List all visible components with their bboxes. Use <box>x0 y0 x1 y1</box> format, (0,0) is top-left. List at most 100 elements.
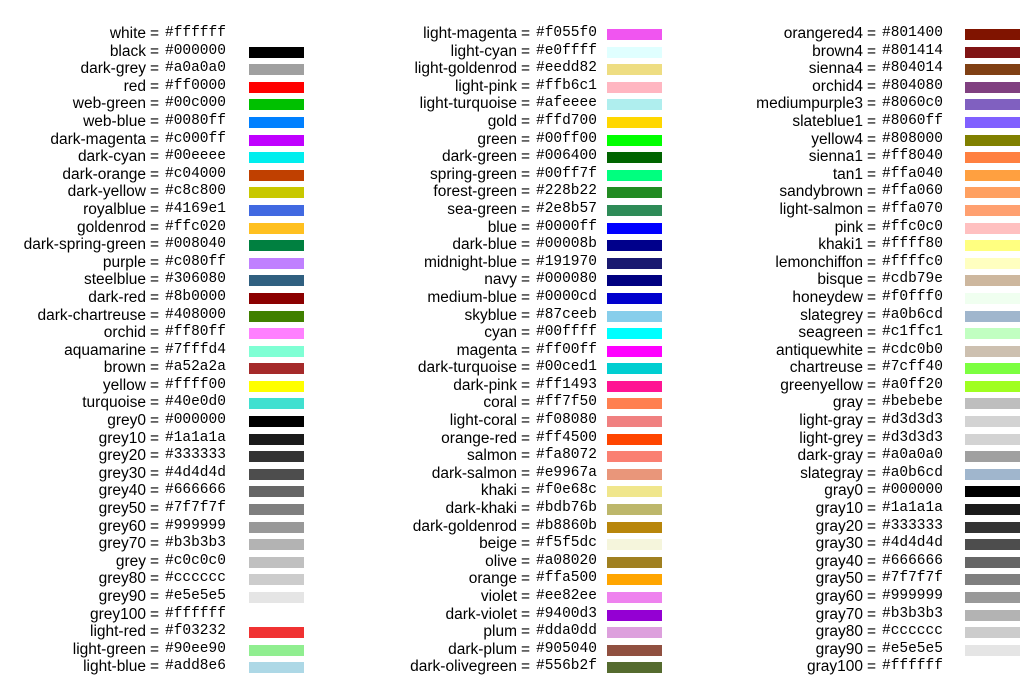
equals-sign: = <box>867 130 877 148</box>
equals-sign: = <box>521 130 531 148</box>
color-hex-value: #00ff00 <box>536 130 597 147</box>
color-name: gray40 <box>815 552 863 570</box>
color-name: dark-plum <box>448 640 517 658</box>
color-name: gray50 <box>815 570 863 588</box>
color-name: grey50 <box>98 500 146 518</box>
color-swatch <box>249 99 304 111</box>
color-name: light-blue <box>83 658 146 676</box>
color-hex-value: #ff80ff <box>165 324 226 341</box>
color-hex-value: #c1ffc1 <box>882 324 943 341</box>
color-swatch <box>965 310 1020 322</box>
color-hex-value: #87ceeb <box>536 306 597 323</box>
color-swatch <box>607 134 662 146</box>
color-hex-value: #ffd700 <box>536 112 597 129</box>
color-swatch <box>249 310 304 322</box>
color-hex-value: #f08080 <box>536 412 597 429</box>
color-hex-value: #666666 <box>165 482 226 499</box>
color-hex-value: #ffffff <box>165 605 226 622</box>
color-swatch <box>607 609 662 621</box>
color-hex-value: #cdc0b0 <box>882 341 943 358</box>
equals-sign: = <box>150 112 160 130</box>
color-swatch <box>607 627 662 639</box>
color-swatch <box>249 292 304 304</box>
equals-sign: = <box>150 570 160 588</box>
color-swatch <box>607 204 662 216</box>
color-name: sienna4 <box>808 60 863 78</box>
color-swatch <box>249 134 304 146</box>
equals-sign: = <box>150 376 160 394</box>
color-swatch <box>607 29 662 40</box>
color-hex-value: #8060c0 <box>882 95 943 112</box>
color-name: bisque <box>817 271 863 289</box>
color-swatch <box>607 292 662 304</box>
color-hex-value: #ffff80 <box>882 236 943 253</box>
color-swatch <box>965 64 1020 76</box>
color-name: orange-red <box>441 429 517 447</box>
color-name: dark-green <box>442 148 517 166</box>
color-swatch <box>965 345 1020 357</box>
color-name: dark-goldenrod <box>412 517 517 535</box>
color-name: grey40 <box>98 482 146 500</box>
color-name: sea-green <box>447 200 517 218</box>
color-name: dark-orange <box>62 165 146 183</box>
color-hex-value: #a08020 <box>536 552 597 569</box>
color-name: seagreen <box>798 324 863 342</box>
color-swatch <box>249 398 304 410</box>
color-hex-value: #9400d3 <box>536 605 597 622</box>
equals-sign: = <box>521 236 531 254</box>
equals-sign: = <box>521 165 531 183</box>
color-hex-value: #ffa040 <box>882 165 943 182</box>
equals-sign: = <box>150 324 160 342</box>
color-name: orchid4 <box>812 77 863 95</box>
color-swatch <box>249 152 304 164</box>
equals-sign: = <box>521 112 531 130</box>
color-swatch <box>249 380 304 392</box>
color-hex-value: #7f7f7f <box>882 570 943 587</box>
color-swatch <box>249 451 304 463</box>
equals-sign: = <box>867 464 877 482</box>
equals-sign: = <box>150 447 160 465</box>
color-hex-value: #00ffff <box>536 324 597 341</box>
color-name: gray30 <box>815 535 863 553</box>
equals-sign: = <box>867 165 877 183</box>
color-name: dark-spring-green <box>23 236 146 254</box>
equals-sign: = <box>867 570 877 588</box>
color-swatch <box>965 416 1020 428</box>
color-hex-value: #ffa060 <box>882 183 943 200</box>
color-swatch <box>965 433 1020 445</box>
color-name: sienna1 <box>808 148 863 166</box>
equals-sign: = <box>867 552 877 570</box>
color-name: medium-blue <box>427 288 517 306</box>
equals-sign: = <box>867 658 877 676</box>
color-hex-value: #804014 <box>882 60 943 77</box>
color-hex-value: #00ced1 <box>536 359 597 376</box>
color-name: yellow <box>102 376 146 394</box>
color-swatch <box>249 204 304 216</box>
equals-sign: = <box>867 482 877 500</box>
color-hex-value: #d3d3d3 <box>882 412 943 429</box>
equals-sign: = <box>867 359 877 377</box>
color-swatch <box>249 345 304 357</box>
equals-sign: = <box>867 429 877 447</box>
color-hex-value: #1a1a1a <box>165 429 226 446</box>
equals-sign: = <box>150 500 160 518</box>
color-name: dark-gray <box>797 447 863 465</box>
color-name: dark-blue <box>452 236 517 254</box>
color-name: honeydew <box>792 288 863 306</box>
color-swatch <box>249 275 304 287</box>
color-hex-value: #f055f0 <box>536 25 597 41</box>
equals-sign: = <box>150 271 160 289</box>
color-swatch <box>965 609 1020 621</box>
color-hex-value: #bebebe <box>882 394 943 411</box>
equals-sign: = <box>867 183 877 201</box>
color-hex-value: #ffffff <box>165 25 226 41</box>
equals-sign: = <box>150 429 160 447</box>
equals-sign: = <box>521 77 531 95</box>
color-name: gray10 <box>815 500 863 518</box>
equals-sign: = <box>867 412 877 430</box>
equals-sign: = <box>150 412 160 430</box>
equals-sign: = <box>521 640 531 658</box>
color-swatch <box>607 592 662 603</box>
color-swatch <box>607 46 662 58</box>
color-name: dark-khaki <box>445 500 518 518</box>
